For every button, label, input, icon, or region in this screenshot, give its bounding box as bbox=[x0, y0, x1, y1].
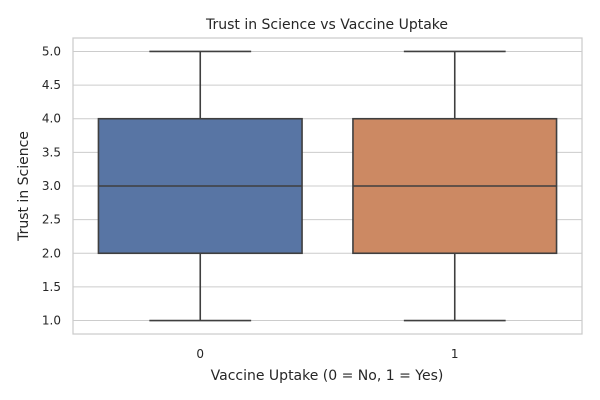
x-tick-label: 0 bbox=[196, 347, 204, 361]
y-tick-labels: 1.0 1.5 2.0 2.5 3.0 3.5 4.0 4.5 5.0 bbox=[42, 44, 61, 327]
y-tick-label: 3.0 bbox=[42, 179, 61, 193]
y-tick-label: 3.5 bbox=[42, 145, 61, 159]
x-axis-title: Vaccine Uptake (0 = No, 1 = Yes) bbox=[211, 368, 444, 384]
y-axis-title: Trust in Science bbox=[16, 131, 32, 242]
chart-title: Trust in Science vs Vaccine Uptake bbox=[205, 17, 448, 33]
y-tick-label: 2.5 bbox=[42, 213, 61, 227]
y-tick-label: 5.0 bbox=[42, 44, 61, 58]
box-1 bbox=[352, 50, 558, 322]
y-tick-label: 1.0 bbox=[42, 314, 61, 328]
y-tick-label: 1.5 bbox=[42, 280, 61, 294]
x-tick-label: 1 bbox=[451, 347, 459, 361]
box-0 bbox=[97, 50, 303, 322]
y-tick-label: 4.0 bbox=[42, 112, 61, 126]
boxes bbox=[97, 50, 558, 322]
y-tick-label: 4.5 bbox=[42, 78, 61, 92]
plot-frame bbox=[72, 37, 583, 335]
y-tick-label: 2.0 bbox=[42, 246, 61, 260]
